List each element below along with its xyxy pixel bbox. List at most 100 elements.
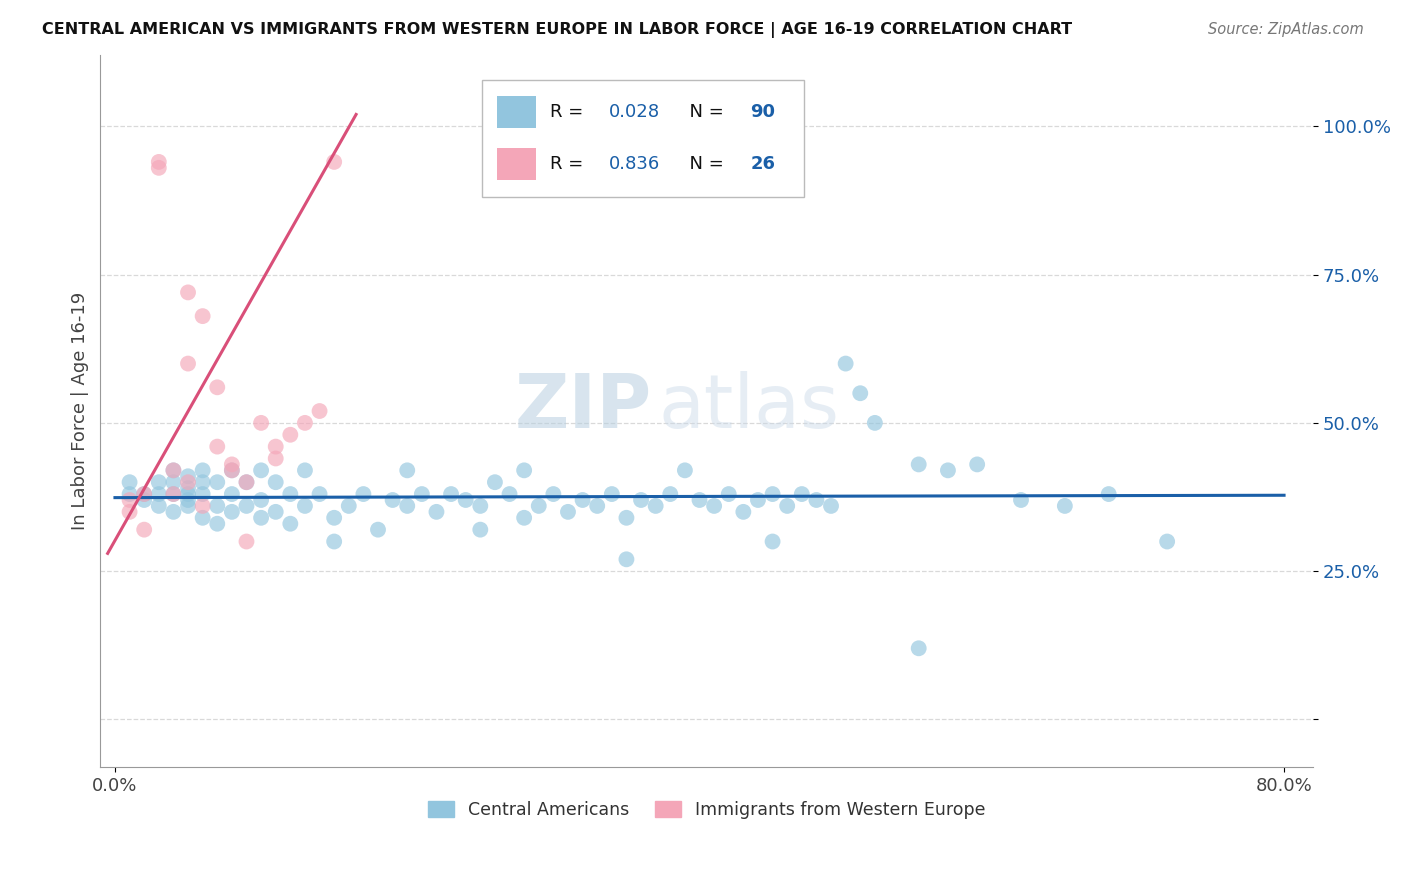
Point: [630, 493, 652, 508]
Point: [162, 475, 184, 490]
Point: [177, 493, 200, 508]
Point: [600, 487, 623, 501]
Point: [381, 493, 404, 508]
Point: [177, 357, 200, 371]
Text: CENTRAL AMERICAN VS IMMIGRANTS FROM WESTERN EUROPE IN LABOR FORCE | AGE 16-19 CO: CENTRAL AMERICAN VS IMMIGRANTS FROM WEST…: [42, 22, 1073, 38]
Point: [790, 487, 813, 501]
Text: N =: N =: [678, 155, 730, 173]
Text: R =: R =: [550, 103, 589, 121]
Point: [323, 510, 346, 524]
Point: [425, 505, 447, 519]
Point: [162, 463, 184, 477]
Point: [250, 416, 273, 430]
Point: [470, 523, 492, 537]
Point: [308, 404, 330, 418]
Point: [177, 285, 200, 300]
Point: [264, 505, 287, 519]
Point: [134, 493, 156, 508]
Point: [543, 487, 565, 501]
Point: [177, 475, 200, 490]
Text: 0.028: 0.028: [609, 103, 659, 121]
FancyBboxPatch shape: [482, 80, 804, 197]
Point: [440, 487, 463, 501]
Point: [1156, 534, 1178, 549]
Point: [118, 487, 141, 501]
Point: [191, 487, 214, 501]
Point: [644, 499, 666, 513]
Point: [207, 499, 229, 513]
Point: [733, 505, 755, 519]
Point: [571, 493, 593, 508]
Point: [717, 487, 740, 501]
Point: [586, 499, 609, 513]
Point: [162, 463, 184, 477]
Point: [849, 386, 872, 401]
Point: [294, 499, 316, 513]
Point: [162, 487, 184, 501]
Point: [162, 505, 184, 519]
Point: [221, 463, 243, 477]
Text: ZIP: ZIP: [515, 371, 652, 444]
Point: [235, 475, 257, 490]
Text: N =: N =: [678, 103, 730, 121]
Point: [761, 534, 783, 549]
Legend: Central Americans, Immigrants from Western Europe: Central Americans, Immigrants from Weste…: [420, 794, 993, 826]
Point: [761, 487, 783, 501]
Text: R =: R =: [550, 155, 589, 173]
Point: [250, 493, 273, 508]
Text: 0.836: 0.836: [609, 155, 659, 173]
Point: [162, 487, 184, 501]
Point: [235, 499, 257, 513]
Point: [250, 510, 273, 524]
Y-axis label: In Labor Force | Age 16-19: In Labor Force | Age 16-19: [72, 292, 89, 530]
Point: [264, 475, 287, 490]
Point: [616, 552, 638, 566]
Point: [747, 493, 769, 508]
Point: [148, 161, 170, 175]
Point: [148, 487, 170, 501]
Point: [191, 463, 214, 477]
Point: [806, 493, 828, 508]
Point: [907, 641, 929, 656]
Point: [703, 499, 725, 513]
Point: [689, 493, 711, 508]
Text: 90: 90: [751, 103, 776, 121]
Point: [484, 475, 506, 490]
Point: [207, 440, 229, 454]
Point: [264, 451, 287, 466]
Point: [191, 499, 214, 513]
Point: [294, 416, 316, 430]
Point: [177, 499, 200, 513]
Point: [513, 463, 536, 477]
Point: [396, 499, 419, 513]
Point: [616, 510, 638, 524]
Point: [177, 487, 200, 501]
Point: [221, 487, 243, 501]
Point: [278, 516, 301, 531]
Point: [1010, 493, 1032, 508]
Point: [673, 463, 696, 477]
FancyBboxPatch shape: [496, 96, 536, 128]
Point: [396, 463, 419, 477]
Point: [454, 493, 477, 508]
Point: [337, 499, 360, 513]
Point: [177, 469, 200, 483]
Point: [221, 463, 243, 477]
Point: [308, 487, 330, 501]
Point: [966, 458, 988, 472]
Point: [1053, 499, 1076, 513]
Point: [264, 440, 287, 454]
Point: [1098, 487, 1121, 501]
Point: [148, 475, 170, 490]
Text: 26: 26: [751, 155, 776, 173]
Point: [148, 499, 170, 513]
Point: [177, 481, 200, 495]
Point: [207, 516, 229, 531]
Point: [221, 505, 243, 519]
Point: [134, 523, 156, 537]
Point: [527, 499, 550, 513]
Point: [411, 487, 433, 501]
Point: [323, 534, 346, 549]
Point: [498, 487, 520, 501]
Point: [557, 505, 579, 519]
